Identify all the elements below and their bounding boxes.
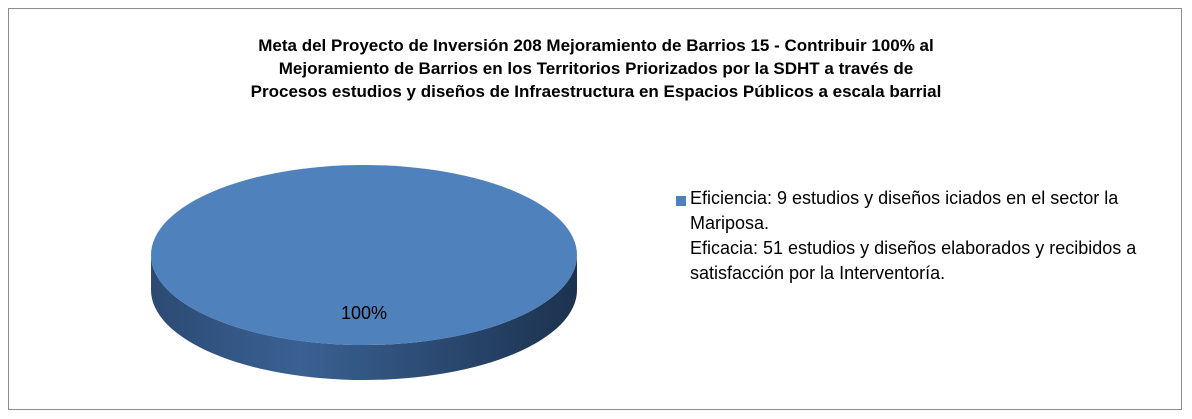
chart-title: Meta del Proyecto de Inversión 208 Mejor… <box>250 36 942 101</box>
legend-key <box>676 196 686 206</box>
pie-slice <box>151 165 577 345</box>
data-label: 100% <box>341 303 387 323</box>
chart-frame <box>8 8 1182 410</box>
pie-slice-side <box>151 255 577 380</box>
legend-label: Eficiencia: 9 estudios y diseños iciados… <box>690 188 1137 283</box>
